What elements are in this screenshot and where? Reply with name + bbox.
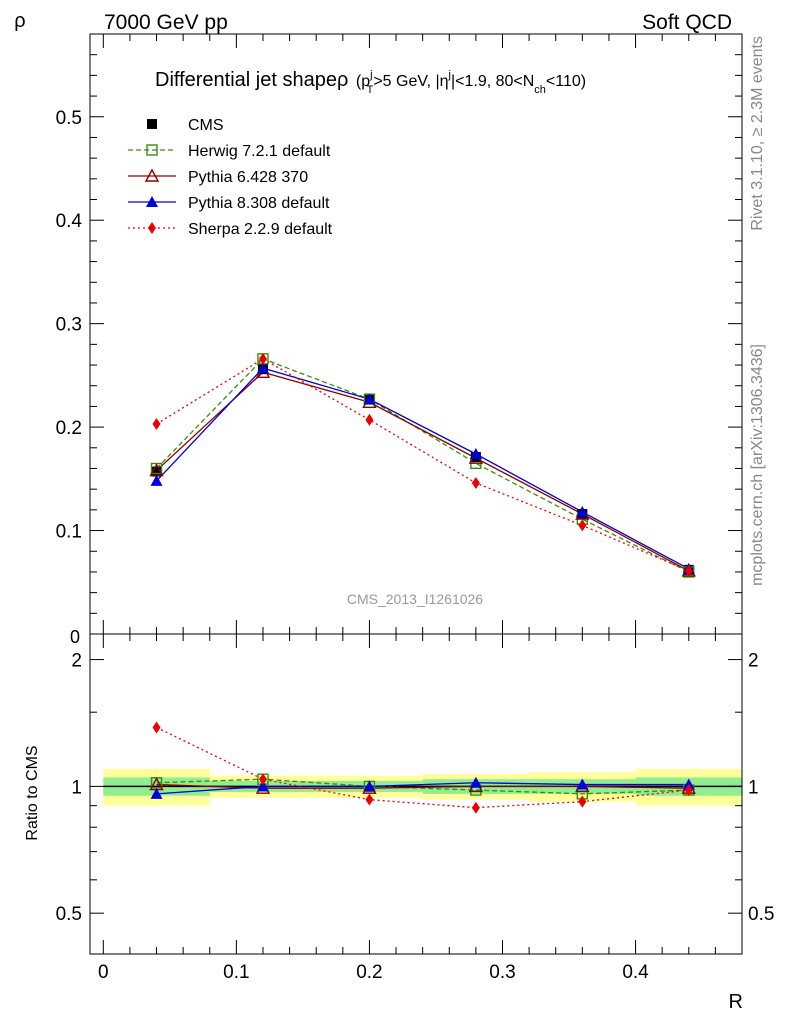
ratio-series-line-sherpa-2-2-9-default: [156, 726, 689, 809]
main-point-sherpa-2-2-9-default: [684, 564, 693, 577]
ratio-point-sherpa-2-2-9-default: [258, 773, 267, 786]
legend-label-pythia-8-308-default: Pythia 8.308 default: [188, 195, 330, 212]
ratio-point-pythia-8-308-default: [469, 776, 482, 788]
main-point-cms: [151, 466, 162, 477]
main-y-tick-label: 0.5: [56, 108, 82, 129]
legend: CMS Herwig 7.2.1 default Pythia 6.428 370 P…: [128, 117, 333, 238]
main-point-pythia-8-308-default: [150, 474, 163, 486]
ratio-point-sherpa-2-2-9-default: [365, 793, 374, 806]
main-point-sherpa-2-2-9-default: [471, 476, 480, 489]
ratio-plot-panel: 0.5 0.5 1 1 2 2 0 0.1 0.2 0.3 0.4 Ratio to CMS R: [24, 633, 774, 1013]
main-axis-ticks: 0.1 0.2 0.3 0.4 0.5: [56, 34, 742, 634]
main-point-pythia-8-308-default: [256, 362, 269, 374]
ratio-series-line-pythia-8-308-default: [156, 782, 689, 795]
legend-label-herwig-7-2-1-default: Herwig 7.2.1 default: [188, 143, 331, 160]
ratio-point-sherpa-2-2-9-default: [471, 801, 480, 814]
legend-marker-sherpa-2-2-9-default: [148, 222, 156, 234]
legend-marker-pythia-8-308-default: [146, 196, 158, 207]
x-tick-label: 0.3: [489, 962, 515, 983]
legend-label-cms: CMS: [188, 117, 224, 134]
ratio-y-tick-label: 0.5: [56, 904, 82, 925]
ratio-y-tick-label-right: 2: [748, 651, 759, 672]
main-y-tick-label: 0.2: [56, 418, 82, 439]
ratio-y-tick-label: 2: [71, 651, 82, 672]
ratio-y-tick-label-right: 1: [748, 777, 759, 798]
x-tick-label: 0: [98, 962, 109, 983]
main-plot-panel: 0.1 0.2 0.3 0.4 0.5 ρ 0 CMS_2013_I1261026 Di…: [14, 10, 743, 647]
main-y-tick-label: 0.1: [56, 522, 82, 543]
main-y-tick-label-0: 0: [70, 627, 80, 647]
main-series-line-sherpa-2-2-9-default: [156, 358, 690, 572]
ratio-y-tick-label-right: 0.5: [748, 904, 774, 925]
ratio-point-sherpa-2-2-9-default: [152, 721, 161, 734]
main-series-line-pythia-6-428-370: [156, 371, 690, 572]
ratio-point-pythia-8-308-default: [682, 778, 695, 790]
legend-marker-cms: [147, 119, 157, 129]
main-point-pythia-8-308-default: [469, 448, 482, 459]
x-tick-label: 0.2: [356, 962, 382, 983]
legend-label-pythia-6-428-370: Pythia 6.428 370: [188, 169, 308, 186]
ratio-point-sherpa-2-2-9-default: [684, 784, 693, 797]
main-point-pythia-8-308-default: [576, 505, 589, 517]
main-point-sherpa-2-2-9-default: [578, 519, 587, 532]
ratio-axis-ticks: 0.5 0.5 1 1 2 2 0 0.1 0.2 0.3 0.4: [56, 634, 774, 983]
legend-marker-herwig-7-2-1-default: [146, 144, 158, 156]
ratio-point-sherpa-2-2-9-default: [578, 795, 587, 808]
ratio-y-tick-label: 1: [71, 777, 82, 798]
main-point-pythia-8-308-default: [363, 393, 376, 405]
x-axis-label: R: [729, 991, 743, 1013]
process-label: Soft QCD: [642, 11, 732, 34]
ratio-plot-frame: [89, 633, 743, 955]
main-y-axis-label: ρ: [14, 10, 25, 32]
ratio-point-pythia-8-308-default: [576, 778, 589, 790]
main-y-tick-label: 0.3: [56, 315, 82, 336]
legend-label-sherpa-2-2-9-default: Sherpa 2.2.9 default: [188, 221, 333, 238]
rivet-version-label: Rivet 3.1.10, ≥ 2.3M events: [749, 36, 766, 231]
ratio-series-line-herwig-7-2-1-default: [156, 778, 689, 795]
energy-label: 7000 GeV pp: [104, 11, 228, 34]
main-series-line-pythia-8-308-default: [156, 367, 690, 570]
ratio-point-pythia-8-308-default: [256, 780, 269, 792]
main-point-sherpa-2-2-9-default: [258, 352, 267, 365]
legend-marker-pythia-6-428-370: [144, 168, 160, 182]
ratio-point-pythia-8-308-default: [150, 787, 163, 799]
analysis-watermark: CMS_2013_I1261026: [347, 591, 483, 607]
ratio-point-pythia-8-308-default: [363, 780, 376, 792]
mcplots-source-label: mcplots.cern.ch [arXiv:1306.3436]: [749, 344, 766, 586]
x-tick-label: 0.1: [223, 962, 249, 983]
main-y-tick-label: 0.4: [56, 211, 83, 232]
main-point-sherpa-2-2-9-default: [365, 413, 374, 426]
ratio-y-axis-label: Ratio to CMS: [24, 745, 41, 840]
main-point-sherpa-2-2-9-default: [152, 418, 161, 430]
plot-title: Differential jet shapeρ (pj T>5 GeV, |ηj|…: [155, 69, 586, 96]
x-tick-label: 0.4: [622, 962, 649, 983]
main-series-line-herwig-7-2-1-default: [156, 358, 690, 573]
